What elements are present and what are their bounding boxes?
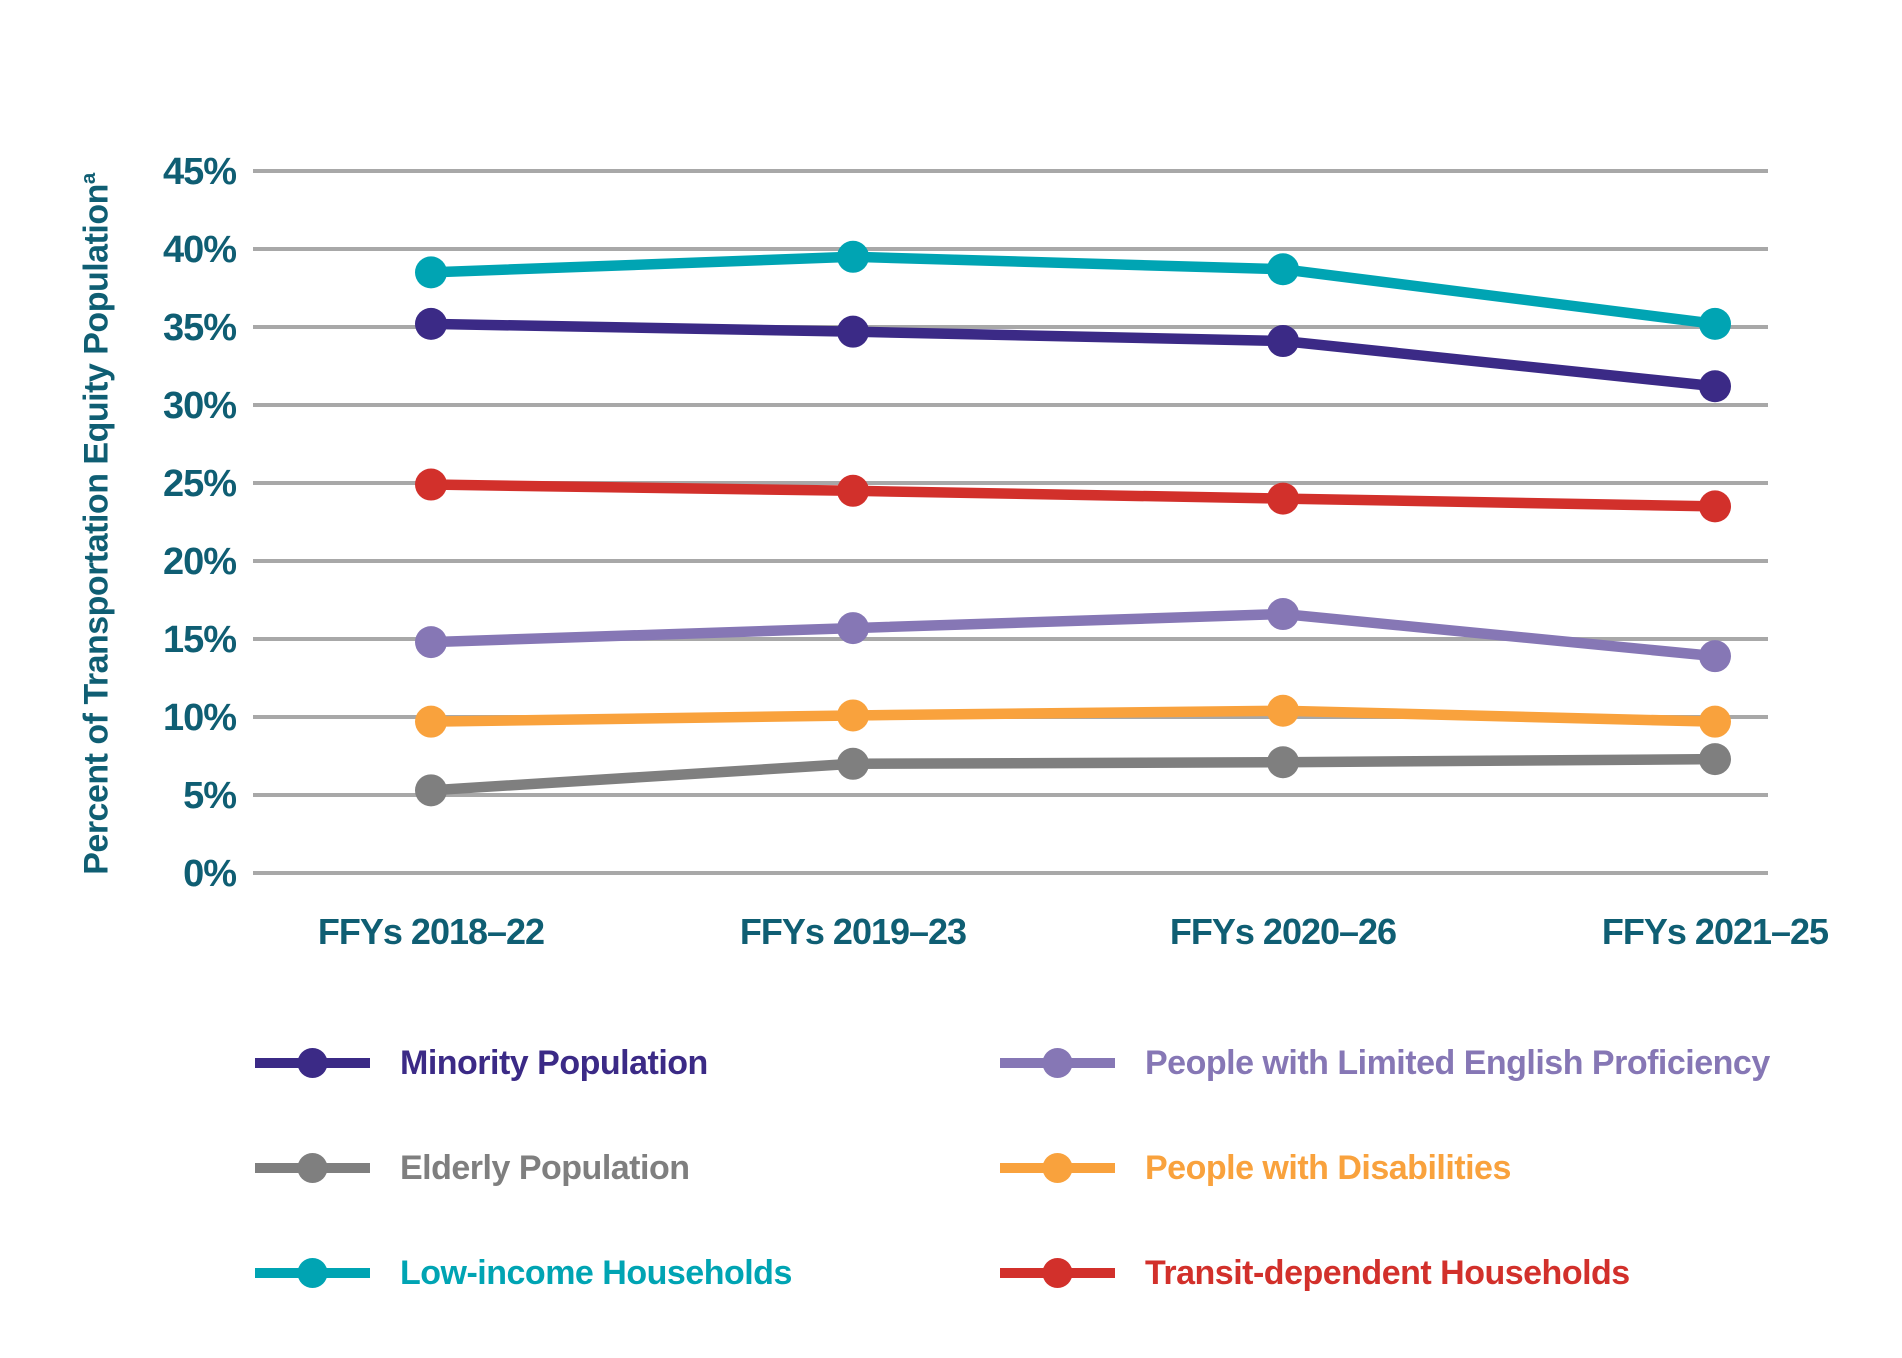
legend-item-people-with-limited-english-proficiency: People with Limited English Proficiency — [1000, 1041, 1770, 1085]
legend-marker-elderly-population — [255, 1153, 370, 1183]
legend-marker-transit-dependent-households — [1000, 1258, 1115, 1288]
data-point-minority-population-ffys-2021-25 — [1699, 370, 1731, 403]
series-line-minority-population — [425, 318, 1721, 392]
legend-label-transit-dependent-households: Transit-dependent Households — [1145, 1253, 1630, 1292]
series-line-elderly-population — [425, 753, 1721, 796]
legend-marker-people-with-limited-english-proficiency — [1000, 1048, 1115, 1078]
data-point-people-with-disabilities-ffys-2018-22 — [415, 705, 447, 738]
legend-item-transit-dependent-households: Transit-dependent Households — [1000, 1251, 1630, 1295]
data-point-transit-dependent-households-ffys-2019-23 — [837, 474, 869, 507]
data-point-elderly-population-ffys-2018-22 — [415, 774, 447, 807]
data-point-low-income-households-ffys-2021-25 — [1699, 307, 1731, 340]
data-point-people-with-limited-english-proficiency-ffys-2020-26 — [1267, 598, 1299, 631]
data-point-elderly-population-ffys-2021-25 — [1699, 743, 1731, 776]
legend-marker-people-with-disabilities — [1000, 1153, 1115, 1183]
data-point-minority-population-ffys-2018-22 — [415, 307, 447, 340]
data-point-people-with-disabilities-ffys-2021-25 — [1699, 705, 1731, 738]
y-tick-label-25: 25% — [163, 463, 236, 505]
y-tick-label-20: 20% — [163, 541, 236, 583]
x-tick-label-ffys-2018-22: FFYs 2018–22 — [318, 911, 544, 952]
series-line-people-with-disabilities — [425, 705, 1721, 727]
data-point-low-income-households-ffys-2019-23 — [837, 240, 869, 273]
legend-label-people-with-limited-english-proficiency: People with Limited English Proficiency — [1145, 1043, 1770, 1082]
x-tick-label-ffys-2020-26: FFYs 2020–26 — [1170, 911, 1396, 952]
legend-dot-icon — [297, 1258, 328, 1288]
legend-label-people-with-disabilities: People with Disabilities — [1145, 1148, 1511, 1187]
legend-item-elderly-population: Elderly Population — [255, 1146, 690, 1190]
y-tick-label-45: 45% — [163, 151, 236, 193]
y-tick-label-10: 10% — [163, 697, 236, 739]
legend-item-minority-population: Minority Population — [255, 1041, 708, 1085]
series-line-people-with-limited-english-proficiency — [425, 608, 1721, 662]
x-tick-label-ffys-2021-25: FFYs 2021–25 — [1602, 911, 1829, 952]
data-point-people-with-disabilities-ffys-2020-26 — [1267, 694, 1299, 727]
data-point-minority-population-ffys-2019-23 — [837, 315, 869, 348]
y-tick-label-30: 30% — [163, 385, 236, 427]
legend-item-low-income-households: Low-income Households — [255, 1251, 792, 1295]
y-tick-label-0: 0% — [183, 853, 236, 895]
legend-dot-icon — [1042, 1153, 1073, 1183]
legend-marker-low-income-households — [255, 1258, 370, 1288]
legend-dot-icon — [297, 1048, 328, 1078]
y-tick-label-35: 35% — [163, 307, 236, 349]
data-point-elderly-population-ffys-2019-23 — [837, 747, 869, 780]
series-line-low-income-households — [425, 251, 1721, 330]
legend-item-people-with-disabilities: People with Disabilities — [1000, 1146, 1511, 1190]
data-point-people-with-limited-english-proficiency-ffys-2019-23 — [837, 612, 869, 645]
data-point-people-with-disabilities-ffys-2019-23 — [837, 699, 869, 732]
series-line-transit-dependent-households — [425, 479, 1721, 512]
data-point-low-income-households-ffys-2020-26 — [1267, 253, 1299, 286]
legend-label-minority-population: Minority Population — [400, 1043, 708, 1082]
legend-dot-icon — [1042, 1258, 1073, 1288]
legend-label-low-income-households: Low-income Households — [400, 1253, 792, 1292]
data-point-transit-dependent-households-ffys-2018-22 — [415, 468, 447, 501]
y-tick-label-15: 15% — [163, 619, 236, 661]
data-point-elderly-population-ffys-2020-26 — [1267, 746, 1299, 779]
y-tick-label-40: 40% — [163, 229, 236, 271]
x-tick-label-ffys-2019-23: FFYs 2019–23 — [740, 911, 966, 952]
legend-dot-icon — [1042, 1048, 1073, 1078]
data-point-transit-dependent-households-ffys-2020-26 — [1267, 482, 1299, 515]
data-point-minority-population-ffys-2020-26 — [1267, 325, 1299, 358]
data-point-low-income-households-ffys-2018-22 — [415, 256, 447, 289]
data-point-people-with-limited-english-proficiency-ffys-2021-25 — [1699, 640, 1731, 673]
data-point-transit-dependent-households-ffys-2021-25 — [1699, 490, 1731, 523]
y-tick-label-5: 5% — [183, 775, 236, 817]
legend-label-elderly-population: Elderly Population — [400, 1148, 690, 1187]
legend-marker-minority-population — [255, 1048, 370, 1078]
legend-dot-icon — [297, 1153, 328, 1183]
data-point-people-with-limited-english-proficiency-ffys-2018-22 — [415, 626, 447, 659]
